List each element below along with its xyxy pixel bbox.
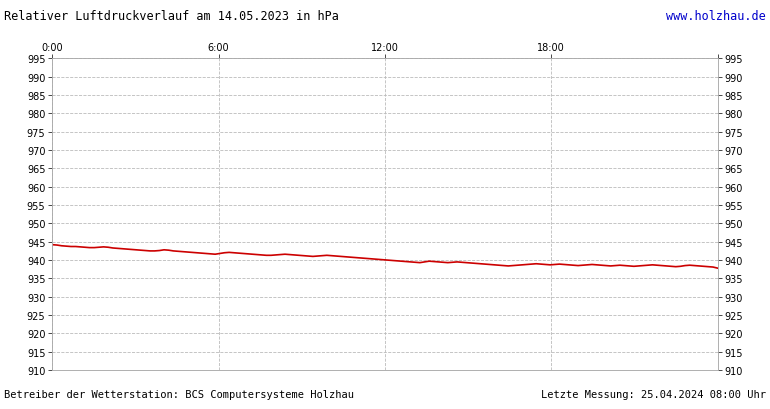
Text: Relativer Luftdruckverlauf am 14.05.2023 in hPa: Relativer Luftdruckverlauf am 14.05.2023… [4, 10, 339, 23]
Text: Betreiber der Wetterstation: BCS Computersysteme Holzhau: Betreiber der Wetterstation: BCS Compute… [4, 389, 354, 399]
Text: www.holzhau.de: www.holzhau.de [666, 10, 766, 23]
Text: Letzte Messung: 25.04.2024 08:00 Uhr: Letzte Messung: 25.04.2024 08:00 Uhr [541, 389, 766, 399]
